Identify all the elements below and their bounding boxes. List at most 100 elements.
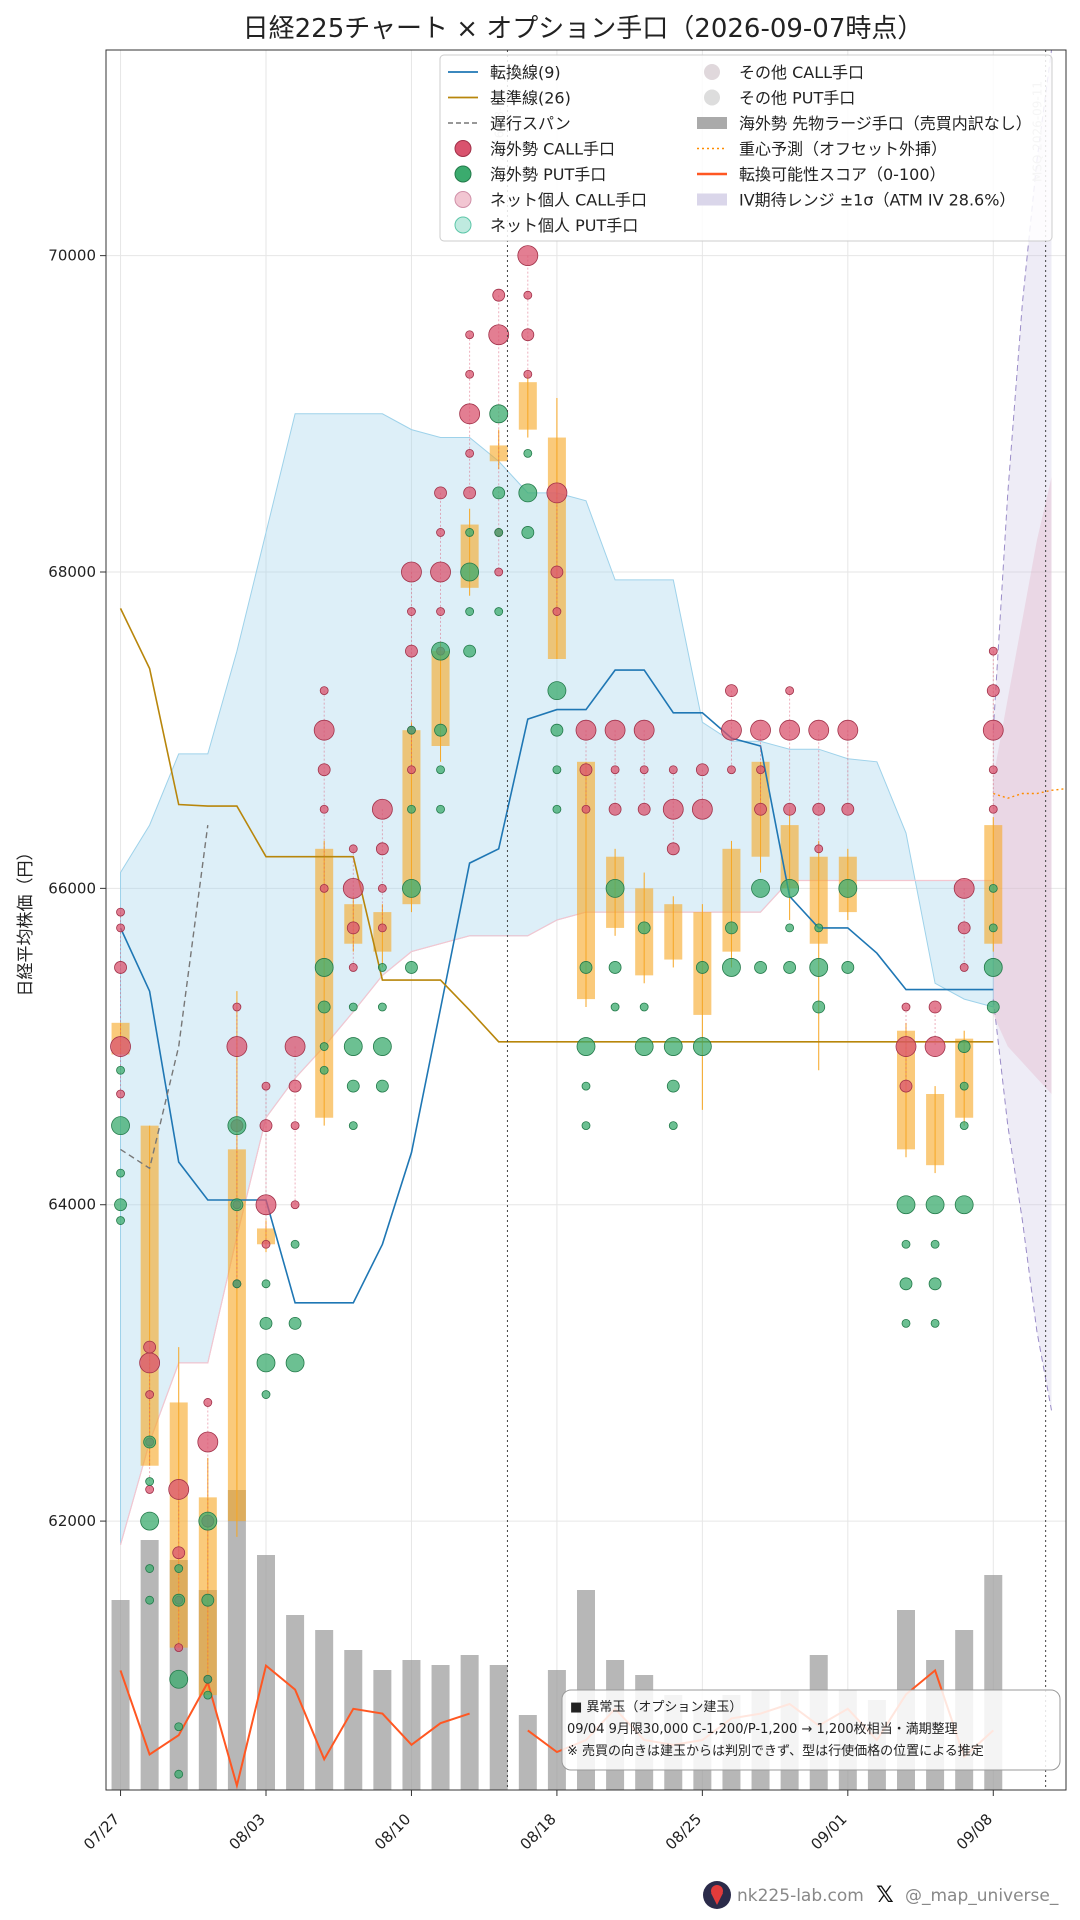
volume-bar [460,1655,479,1790]
candle-body [518,382,537,430]
call-bubble [546,482,568,504]
call-bubble [319,883,329,893]
candle-body [547,437,566,659]
legend-marker-dot [454,140,472,157]
call-bubble [604,719,626,741]
call-bubble [637,802,651,816]
put-bubble [986,1000,1000,1014]
call-bubble [261,1239,271,1249]
put-bubble [666,1079,680,1093]
put-bubble [492,486,506,500]
call-bubble [139,1352,161,1374]
call-bubble [110,1036,131,1057]
site-logo-icon [703,1881,731,1909]
put-bubble [407,804,416,814]
call-bubble [259,1119,273,1133]
call-bubble [319,686,329,696]
call-bubble [608,802,622,816]
call-bubble [901,1002,911,1012]
call-bubble [407,607,416,616]
call-bubble [114,961,127,974]
iv-inner-cone [993,477,1052,1095]
put-bubble [375,1079,389,1093]
put-bubble [930,1318,940,1328]
annotation-line-2: 09/04 9月限30,000 C-1,200/P-1,200 → 1,200枚… [567,1722,958,1737]
put-bubble [343,1037,363,1056]
call-bubble [317,763,331,777]
call-bubble [436,607,445,616]
put-bubble [174,1722,184,1732]
put-bubble [174,1564,184,1573]
kijun-line [119,608,994,1043]
call-bubble [371,798,393,820]
legend-label: 転換可能性スコア（0-100） [739,165,946,184]
call-bubble [982,719,1004,741]
call-bubble [841,802,855,816]
call-bubble [377,883,387,893]
put-bubble [114,1198,127,1212]
put-bubble [140,1511,160,1531]
put-bubble [201,1593,215,1607]
call-bubble [465,330,475,340]
call-bubble [523,290,533,300]
call-bubble [837,719,859,741]
candle-body [227,1149,246,1522]
legend-label: 海外勢 CALL手口 [490,140,615,159]
put-bubble [227,1116,247,1136]
call-bubble [988,646,998,656]
put-bubble [319,1065,329,1075]
call-bubble [255,1194,277,1216]
put-bubble [838,878,858,898]
put-bubble [261,1390,271,1399]
call-bubble [377,923,387,933]
put-bubble [145,1564,155,1573]
annotation-box: ■ 異常玉（オプション建玉） 09/04 9月限30,000 C-1,200/P… [561,1689,1061,1771]
call-bubble [319,804,329,814]
footer-handle[interactable]: @_map_universe_ [905,1886,1059,1906]
put-bubble [288,1316,302,1330]
call-bubble [172,1546,186,1560]
put-bubble [465,528,475,537]
legend-marker-dot [704,89,720,106]
call-bubble [785,686,795,696]
put-bubble [116,1168,125,1178]
call-bubble [463,486,477,500]
x-tick-label: 08/10 [371,1810,414,1853]
call-bubble [814,844,824,854]
put-bubble [346,1079,360,1093]
call-bubble [145,1485,155,1494]
annotation-line-1: ■ 異常玉（オプション建玉） [570,1700,742,1715]
put-bubble [521,526,535,539]
put-bubble [198,1511,218,1531]
call-bubble [812,802,826,816]
call-bubble [348,844,358,854]
call-bubble [313,719,335,741]
volume-bar [227,1490,246,1790]
volume-bar [489,1665,508,1790]
volume-bar [140,1540,159,1790]
put-bubble [518,483,538,503]
footer-site[interactable]: nk225-lab.com [737,1886,864,1906]
call-bubble [639,765,649,775]
iv-lower-bound [992,999,1052,1411]
x-tick-label: 07/27 [80,1810,123,1853]
candle-body [489,445,508,462]
volume-bar [431,1665,450,1790]
put-bubble [610,1002,620,1012]
call-bubble [523,369,533,379]
call-bubble [346,921,360,935]
call-bubble [348,963,358,972]
put-bubble [460,562,480,582]
put-bubble [809,958,829,977]
put-bubble [901,1239,911,1249]
put-bubble [581,1081,591,1091]
call-bubble [405,644,418,658]
put-bubble [725,921,738,935]
call-bubble [174,1643,184,1653]
volume-bar [373,1670,392,1790]
legend-marker-dot [454,216,472,234]
footer: nk225-lab.com 𝕏 @_map_universe_ [703,1881,1059,1909]
put-bubble [261,1279,271,1289]
volume-bar [315,1630,334,1790]
